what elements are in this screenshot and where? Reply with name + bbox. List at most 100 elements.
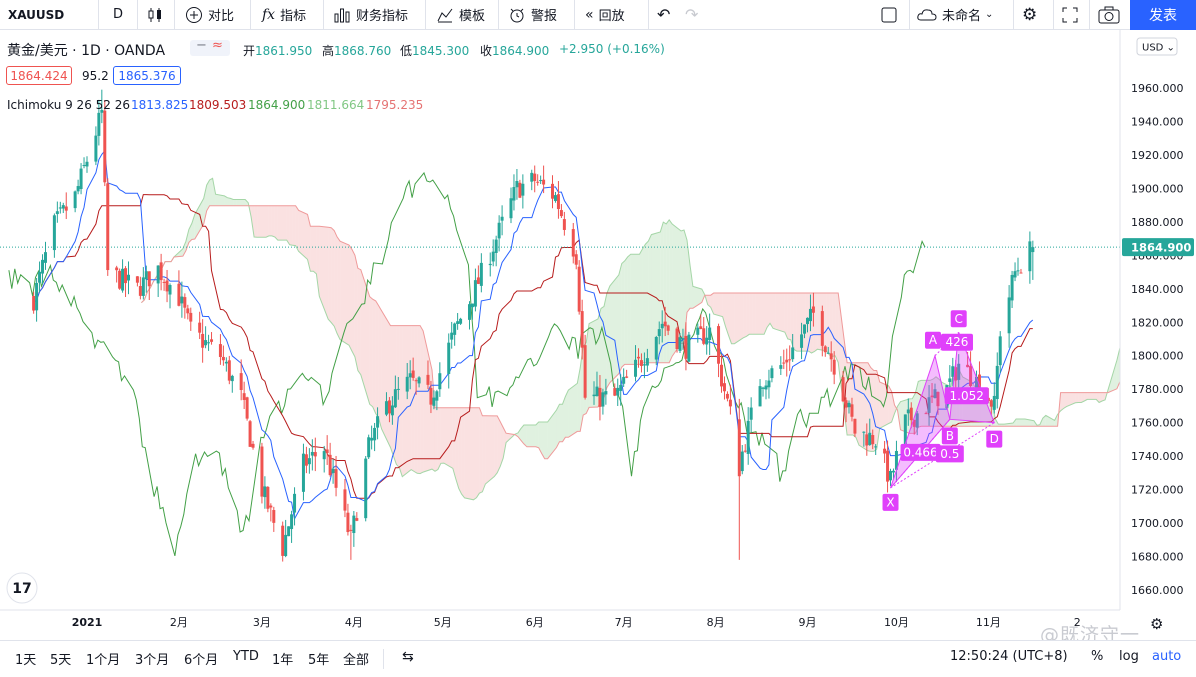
toolbar-divider [1089, 0, 1090, 29]
candle-body [850, 404, 854, 417]
cloud-segment [764, 292, 768, 335]
templates-button[interactable]: 模板 [436, 0, 485, 29]
alert-button[interactable]: 警报 [508, 0, 557, 29]
cloud-segment [233, 199, 237, 206]
candle-body [933, 389, 937, 399]
candle-body [883, 448, 887, 454]
range-all[interactable]: 全部 [343, 653, 370, 668]
candle-body [343, 489, 347, 511]
range-5y[interactable]: 5年 [308, 653, 330, 668]
price-tick-label: 1820.000 [1131, 316, 1184, 329]
chart-type-button[interactable] [146, 0, 164, 29]
interval-button[interactable]: D [113, 0, 123, 29]
layout-name-button[interactable]: 未命名 ⌄ [916, 0, 993, 29]
range-1m[interactable]: 1个月 [86, 653, 121, 668]
cloud-segment [461, 407, 465, 498]
candle-body [141, 277, 145, 296]
time-axis[interactable]: 2021 2月 3月 4月 5月 6月 7月 8月 9月 10月 11月 2 ⚙ 17 [0, 572, 1163, 633]
candle-body [666, 325, 670, 331]
indicator-name[interactable]: Ichimoku 9 26 52 26 [7, 98, 130, 112]
goto-date-icon[interactable]: ⇆ [402, 649, 414, 665]
cloud-segment [775, 292, 785, 333]
symbol-title[interactable]: 黄金/美元 · 1D · OANDA [7, 43, 166, 59]
cloud-segment [538, 422, 542, 454]
settings-button[interactable]: ⚙ [1022, 0, 1037, 29]
candle-body [574, 254, 578, 265]
cloud-segment [236, 199, 246, 206]
cloud-segment [452, 407, 456, 479]
candle-body [473, 280, 477, 307]
fullscreen-button[interactable] [1061, 0, 1079, 29]
undo-button[interactable]: ↶ [657, 0, 670, 29]
publish-button[interactable]: 发表 [1130, 0, 1196, 30]
price-tick-label: 1760.000 [1131, 417, 1184, 430]
price-tick-label: 1740.000 [1131, 450, 1184, 463]
fx-icon: fx [262, 6, 276, 23]
candle-body [201, 333, 205, 348]
cloud-segment [494, 415, 498, 477]
range-6m[interactable]: 6个月 [184, 653, 219, 668]
candle-body [287, 526, 291, 537]
cloud-segment [372, 299, 376, 414]
compare-button[interactable]: 对比 [185, 0, 234, 29]
toolbar-divider [137, 0, 138, 29]
clock-time[interactable]: 12:50:24 (UTC+8) [950, 649, 1068, 664]
cloud-segment [1013, 419, 1017, 427]
replay-button[interactable]: « 回放 [585, 0, 625, 29]
cloud-segment [873, 370, 877, 452]
cloud-segment [292, 205, 296, 246]
cloud-segment [203, 185, 207, 225]
candle-body [417, 377, 421, 384]
candle-body [272, 510, 276, 523]
cloud-segment [746, 292, 750, 337]
currency-selector[interactable]: USD ⌄ [1136, 37, 1178, 56]
cloud-segment [337, 236, 341, 340]
candle-body [562, 219, 566, 230]
cloud-segment [399, 325, 403, 477]
ichimoku-base-value: 1809.503 [189, 98, 247, 112]
cloud-segment [562, 396, 566, 442]
sell-button[interactable]: 1864.424 [6, 66, 72, 85]
candle-body [103, 110, 107, 183]
financials-button[interactable]: 财务指标 [333, 0, 408, 29]
range-1d[interactable]: 1天 [15, 653, 37, 668]
cloud-segment [351, 249, 355, 357]
range-1y[interactable]: 1年 [272, 653, 294, 668]
log-toggle[interactable]: log [1119, 649, 1139, 664]
axis-settings-gear-icon[interactable]: ⚙ [1150, 615, 1163, 633]
candle-body [97, 112, 101, 136]
symbol-search[interactable]: XAUUSD [8, 0, 64, 29]
percent-toggle[interactable]: % [1091, 649, 1104, 664]
harmonic-ratio-xb-bg [900, 443, 941, 461]
cloud-segment [1063, 392, 1067, 409]
candle-body [512, 187, 516, 201]
indicators-button[interactable]: fx 指标 [262, 0, 306, 29]
ichimoku-span-b-value: 1795.235 [366, 98, 424, 112]
fullscreen-layout-button[interactable] [880, 0, 898, 29]
buy-button[interactable]: 1865.376 [113, 66, 181, 85]
financials-label: 财务指标 [356, 9, 409, 24]
range-3m[interactable]: 3个月 [135, 653, 170, 668]
cloud-segment [423, 330, 432, 473]
cloud-segment [194, 198, 204, 239]
harmonic-pattern[interactable]: X A B C D 0.466 0.5 426 1.052 [882, 310, 1003, 511]
snapshot-button[interactable] [1098, 0, 1120, 29]
range-5d[interactable]: 5天 [50, 653, 72, 668]
candle-body [509, 198, 513, 219]
auto-toggle[interactable]: auto [1152, 649, 1182, 664]
cloud-segment [271, 205, 275, 237]
cloud-segment [420, 325, 424, 474]
price-chart[interactable]: X A B C D 0.466 0.5 426 1.052 1660.000 1680.000 17… [0, 30, 1196, 640]
candle-body [55, 211, 59, 215]
range-ytd[interactable]: YTD [233, 649, 259, 664]
candle-body [708, 327, 712, 340]
price-axis[interactable]: 1660.000 1680.000 1700.000 1720.000 1740.000… [1119, 30, 1196, 610]
candle-body [1010, 274, 1014, 301]
visibility-toggle[interactable]: − ≈ [190, 38, 230, 56]
candle-body [874, 446, 878, 448]
redo-button[interactable]: ↷ [685, 0, 698, 29]
cloud-segment [743, 292, 747, 338]
cloud-segment [624, 256, 628, 365]
cloud-segment [286, 205, 290, 245]
candle-body [957, 363, 961, 380]
